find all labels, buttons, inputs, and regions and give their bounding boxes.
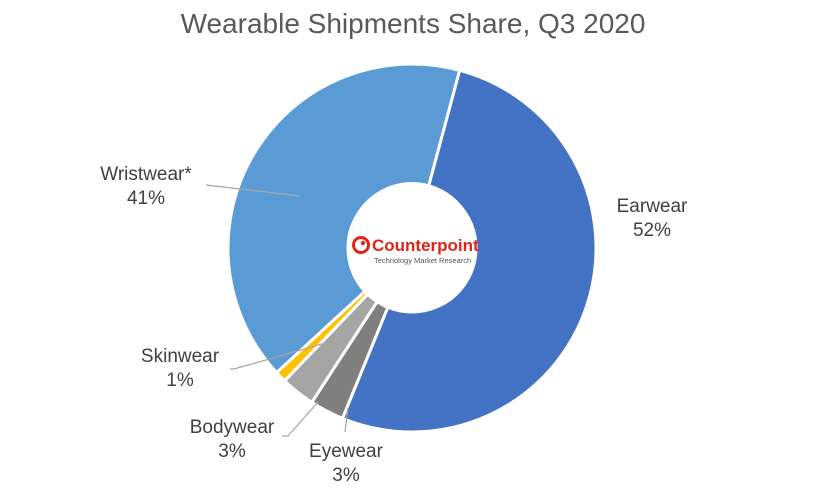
chart-title: Wearable Shipments Share, Q3 2020 [180,8,646,39]
leader-line-skinwear [230,339,337,370]
data-label-wristwear: Wristwear* 41% [100,164,192,209]
data-label-eyewear: Eyewear 3% [309,441,384,486]
data-label-skinwear: Skinwear 1% [141,346,220,391]
logo-mark-icon [352,236,370,254]
slice-earwear [340,68,598,434]
donut-hole [348,182,476,310]
data-label-bodywear: Bodywear 3% [190,417,275,462]
logo-brand: Counterpoint [372,236,479,255]
data-label-earwear: Earwear 52% [617,196,688,241]
logo-mark-dot [360,240,366,246]
logo-tagline: Technology Market Research [374,256,471,265]
counterpoint-logo: Counterpoint Technology Market Research [348,182,479,310]
leader-line-eyewear [344,407,349,433]
leader-line-bodywear [282,401,319,437]
leader-line-wristwear [205,184,301,197]
